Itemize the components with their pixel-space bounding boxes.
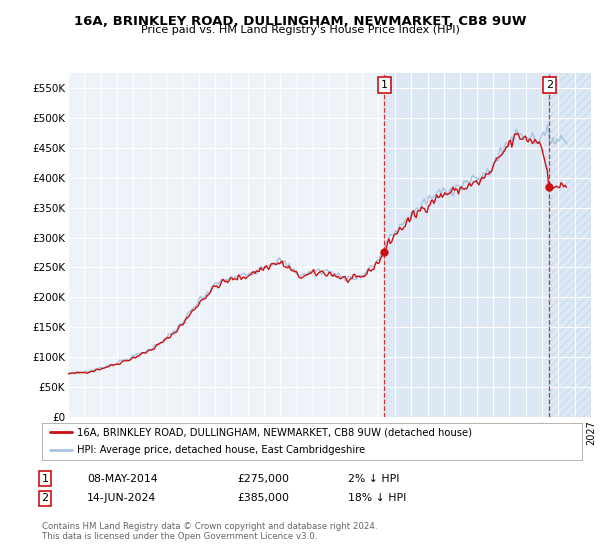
Text: 16A, BRINKLEY ROAD, DULLINGHAM, NEWMARKET, CB8 9UW: 16A, BRINKLEY ROAD, DULLINGHAM, NEWMARKE… (74, 15, 526, 27)
Text: 08-MAY-2014: 08-MAY-2014 (87, 474, 158, 484)
Text: 2% ↓ HPI: 2% ↓ HPI (348, 474, 400, 484)
Bar (385, 73, 591, 417)
Text: Contains HM Land Registry data © Crown copyright and database right 2024.
This d: Contains HM Land Registry data © Crown c… (42, 522, 377, 542)
Text: HPI: Average price, detached house, East Cambridgeshire: HPI: Average price, detached house, East… (77, 445, 365, 455)
Text: £275,000: £275,000 (237, 474, 289, 484)
Text: 18% ↓ HPI: 18% ↓ HPI (348, 493, 406, 503)
Text: £385,000: £385,000 (237, 493, 289, 503)
Text: 14-JUN-2024: 14-JUN-2024 (87, 493, 156, 503)
Text: 16A, BRINKLEY ROAD, DULLINGHAM, NEWMARKET, CB8 9UW (detached house): 16A, BRINKLEY ROAD, DULLINGHAM, NEWMARKE… (77, 427, 472, 437)
Bar (550, 73, 591, 417)
Text: 1: 1 (381, 80, 388, 90)
Text: 1: 1 (41, 474, 49, 484)
Text: 2: 2 (546, 80, 553, 90)
Text: 2: 2 (41, 493, 49, 503)
Text: Price paid vs. HM Land Registry's House Price Index (HPI): Price paid vs. HM Land Registry's House … (140, 25, 460, 35)
